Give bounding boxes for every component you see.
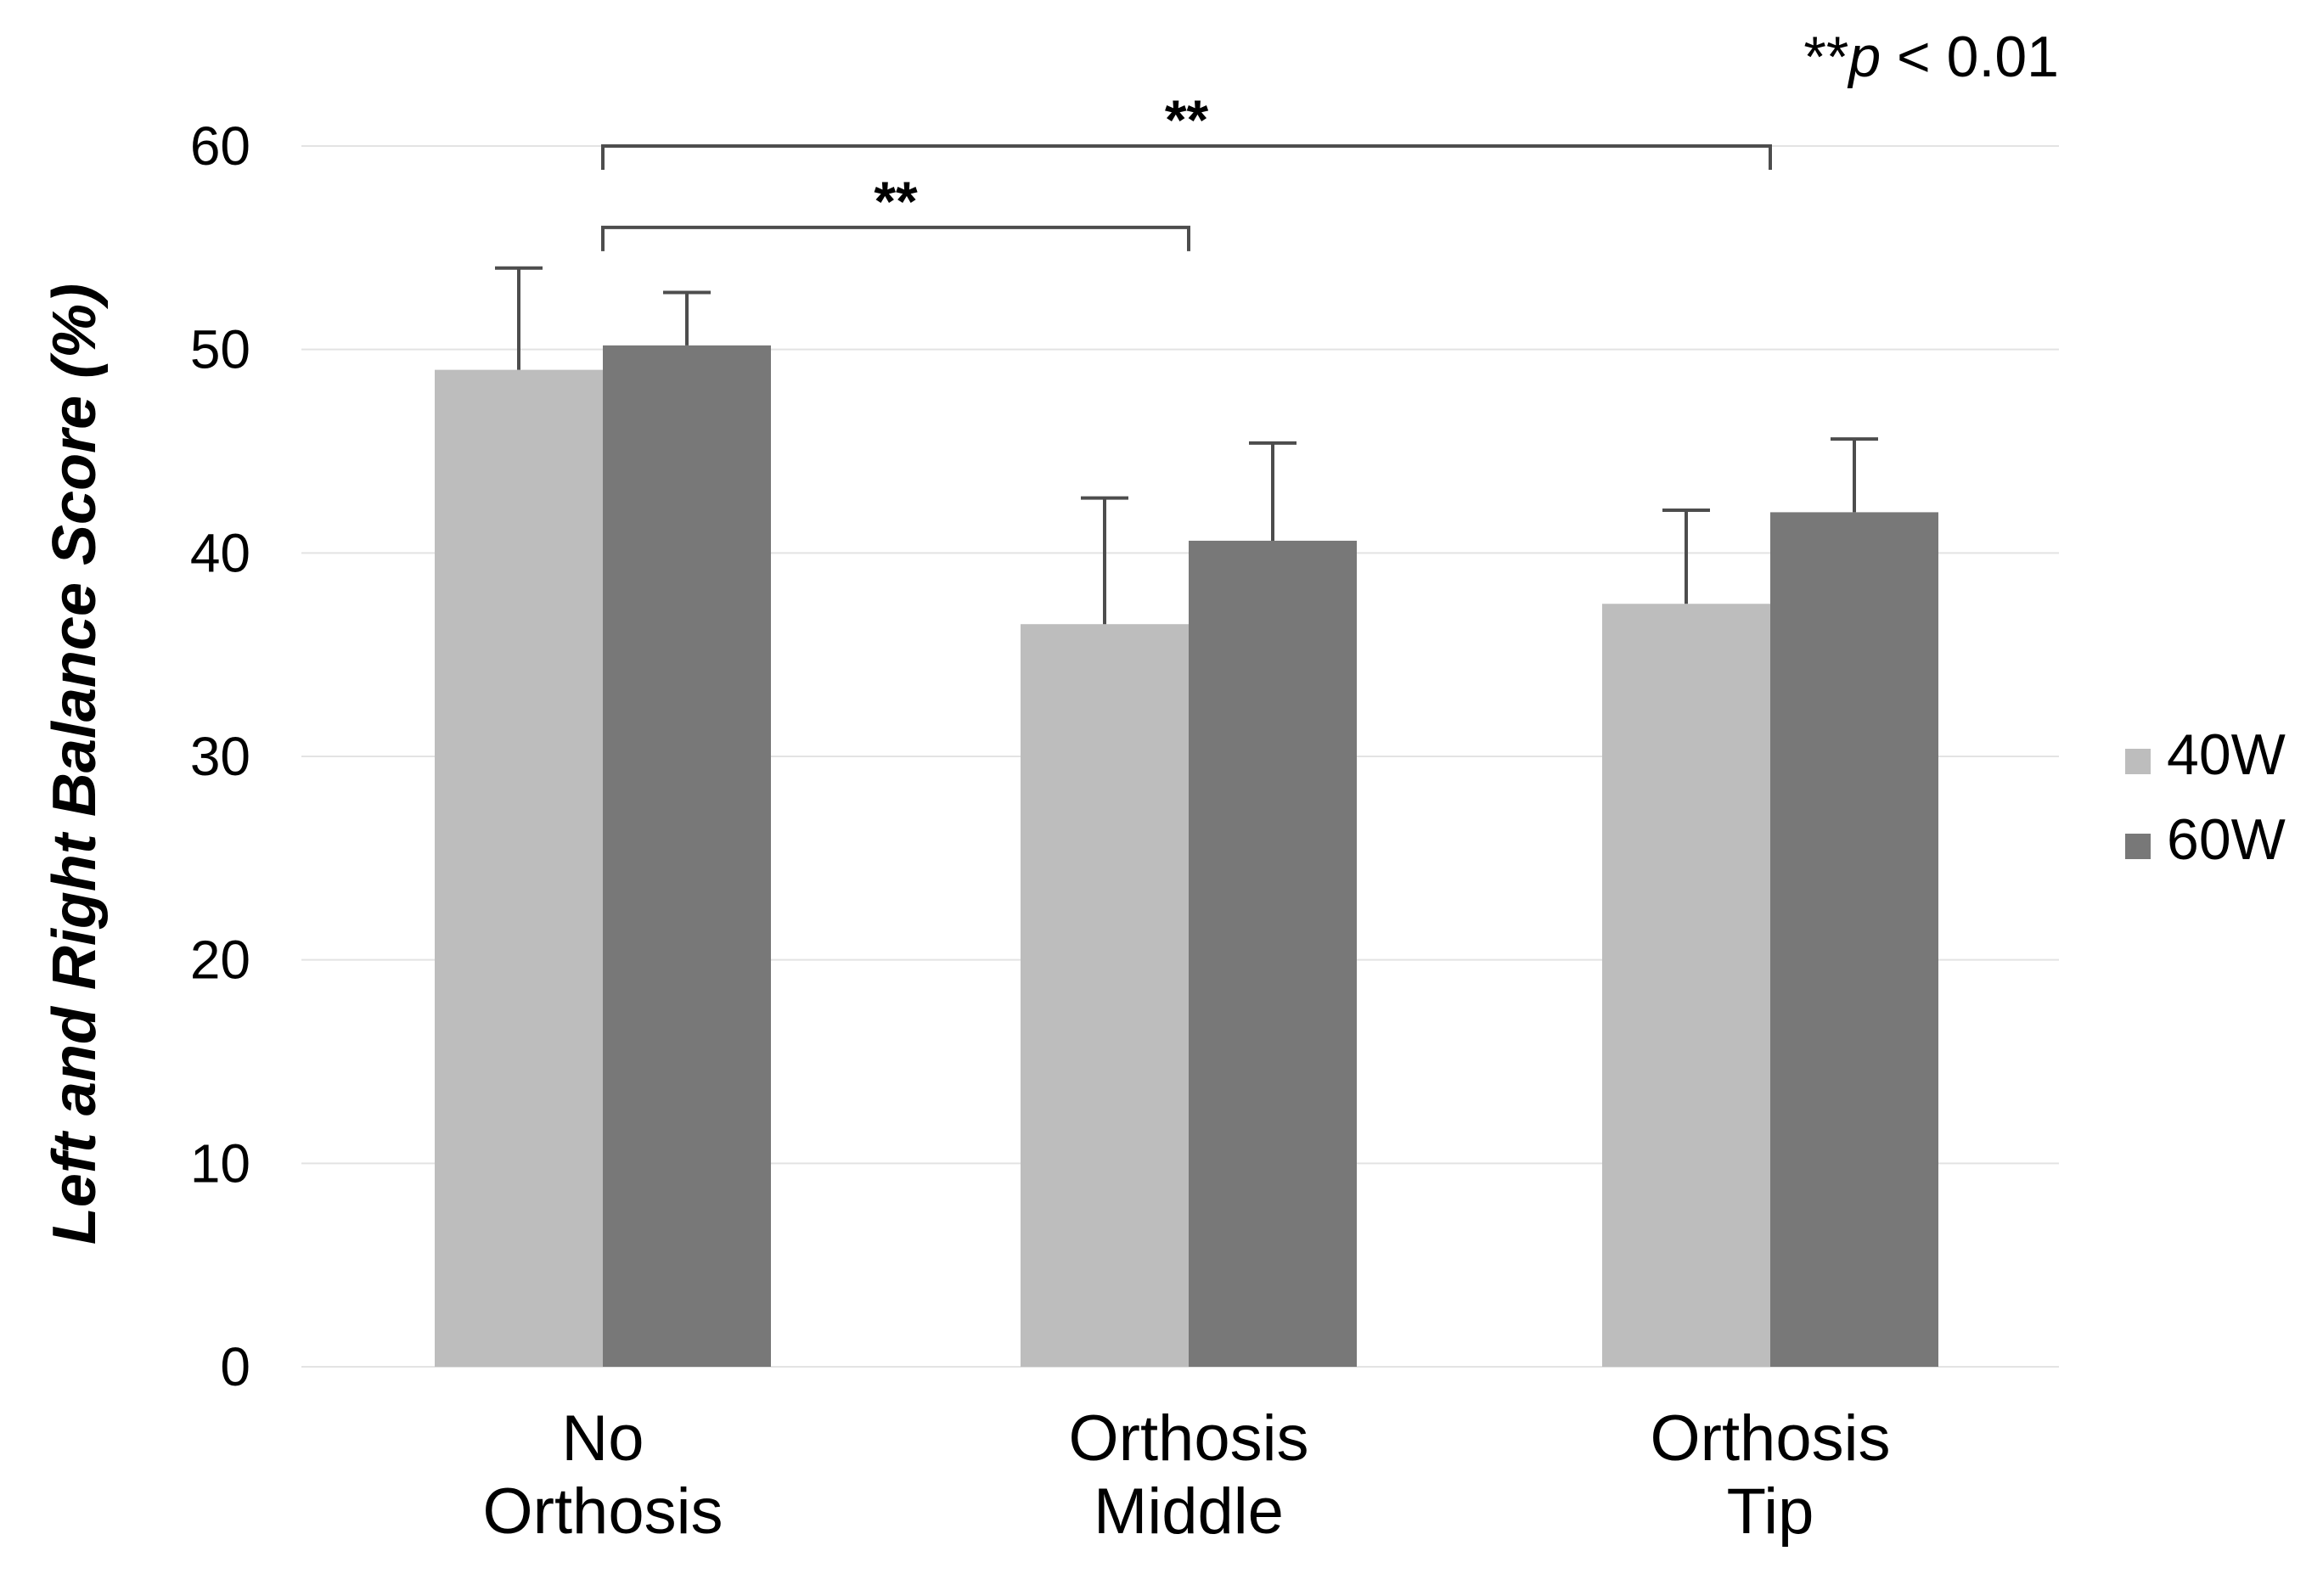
error-bars: [495, 266, 1878, 625]
significance-brackets: ** **: [601, 88, 1772, 251]
y-tick-label: 20: [190, 930, 250, 991]
x-category-label: Orthosis Tip: [1651, 1402, 1891, 1548]
bar-60w: [1189, 540, 1357, 1367]
legend-label-60w: 60W: [2167, 807, 2286, 872]
note-p: p: [1847, 25, 1881, 89]
y-axis-ticks: 0 10 20 30 40 50 60: [190, 115, 250, 1397]
y-axis-label: Left and Right Balance Score (%): [41, 284, 109, 1245]
significance-label: **: [1165, 88, 1209, 151]
y-tick-label: 60: [190, 115, 250, 177]
y-tick-label: 30: [190, 726, 250, 787]
y-tick-label: 10: [190, 1132, 250, 1194]
legend-swatch-40w: [2125, 749, 2151, 774]
x-axis-labels: No Orthosis Orthosis Middle Orthosis Tip: [483, 1402, 1891, 1548]
bars: [435, 345, 1938, 1368]
bar-60w: [1770, 512, 1938, 1367]
bar-40w: [1602, 604, 1770, 1367]
significance-note: **p < 0.01: [1803, 25, 2059, 89]
x-category-label: Orthosis Middle: [1069, 1402, 1309, 1548]
bar-40w: [435, 369, 603, 1368]
legend-swatch-60w: [2125, 834, 2151, 859]
y-tick-label: 0: [220, 1336, 250, 1397]
x-category-label: No Orthosis: [483, 1402, 723, 1548]
significance-bracket: [601, 144, 1772, 170]
legend-label-40w: 40W: [2167, 722, 2286, 787]
note-threshold: < 0.01: [1881, 25, 2059, 89]
note-stars: **: [1803, 25, 1848, 89]
y-tick-label: 50: [190, 319, 250, 380]
bar-40w: [1021, 624, 1189, 1367]
significance-bracket: [601, 225, 1190, 251]
bar-60w: [603, 345, 771, 1368]
y-tick-label: 40: [190, 522, 250, 583]
significance-label: **: [874, 170, 918, 233]
